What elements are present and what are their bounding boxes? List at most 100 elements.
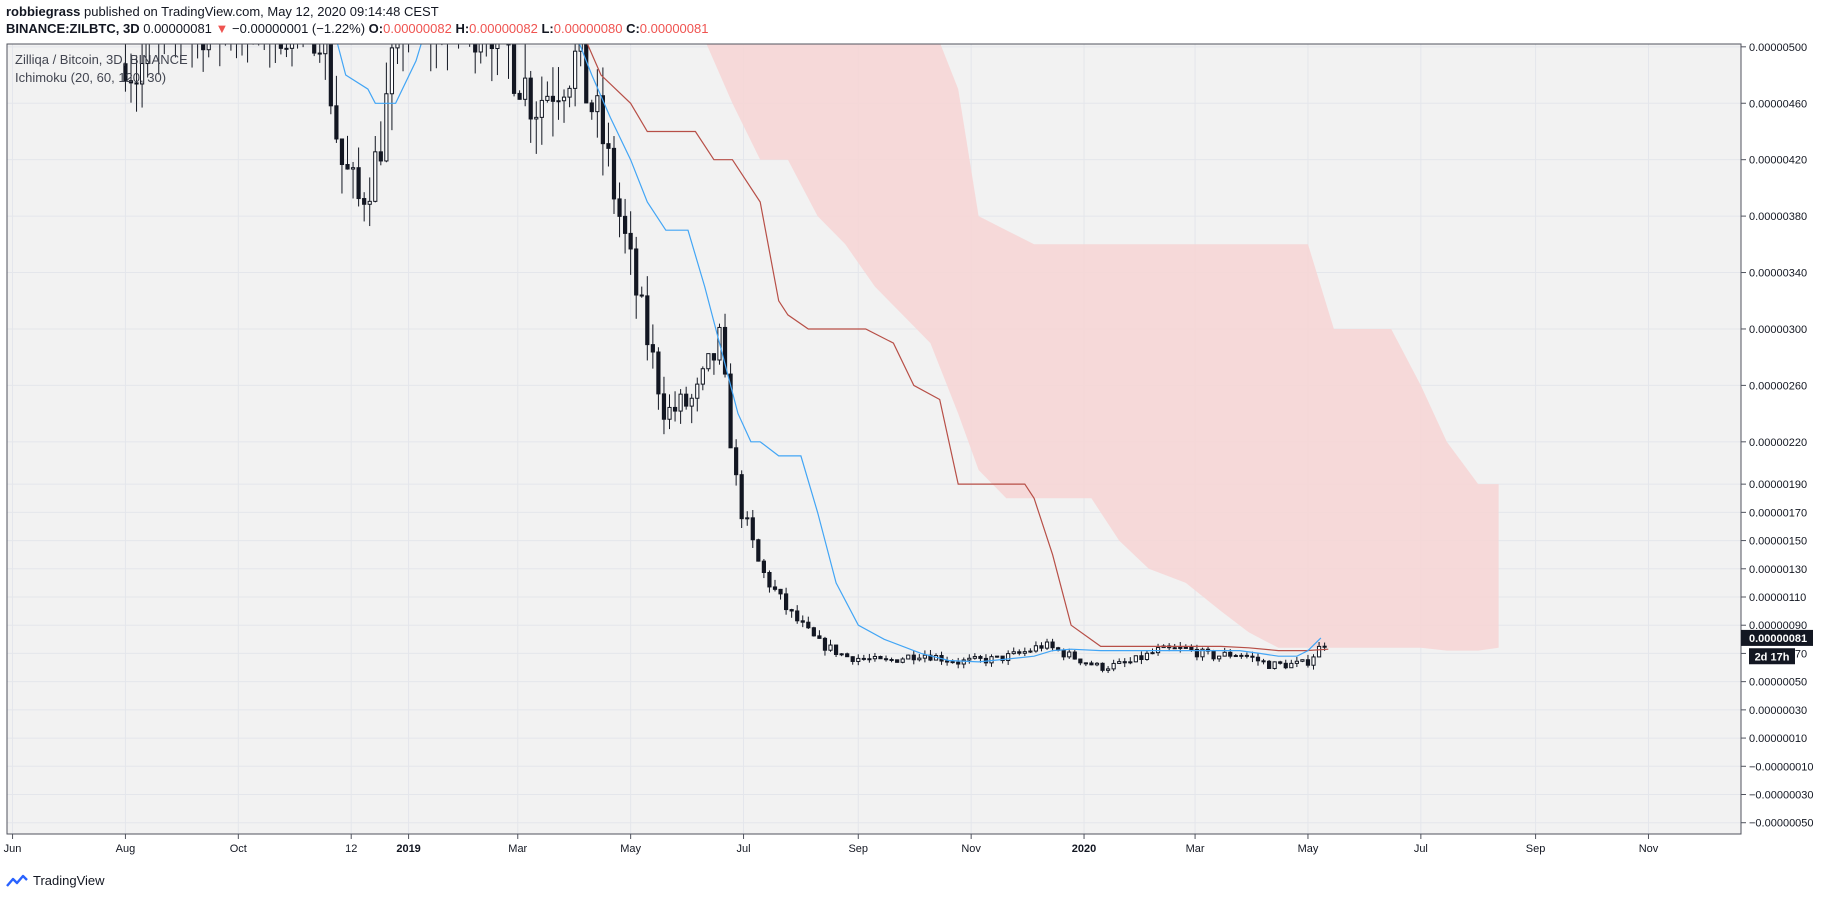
time-axis[interactable]: Jun Aug Oct 12 2019 Mar May Jul Sep Nov 2020 Mar May…	[4, 834, 1659, 855]
indicator-label[interactable]: Ichimoku (20, 60, 120, 30)	[15, 70, 167, 85]
candle	[430, 44, 432, 72]
candle-body	[468, 0, 471, 17]
candle-body	[446, 19, 449, 40]
candle	[263, 44, 265, 51]
candle-body	[722, 326, 728, 375]
candle-body	[900, 658, 905, 663]
candle-body	[185, 30, 188, 31]
candle-body	[157, 34, 160, 39]
pane-title[interactable]: Zilliqa / Bitcoin, 3D, BINANCE	[15, 52, 188, 67]
price-axis[interactable]: 0.00000500 0.00000460 0.00000420 0.00000380…	[1741, 42, 1814, 830]
candle	[534, 101, 539, 154]
tradingview-logo-icon	[6, 874, 28, 887]
candle-body	[1117, 661, 1122, 664]
candle-body	[1255, 656, 1261, 662]
y-tick-label: 0.00000300	[1749, 324, 1807, 336]
candle	[561, 89, 567, 123]
candle-body	[550, 95, 556, 102]
candle	[185, 24, 188, 43]
x-tick-label: Jun	[4, 843, 22, 855]
candle-body	[806, 621, 811, 629]
candle-body	[284, 47, 289, 50]
candle-body	[1178, 646, 1183, 649]
candle-body	[213, 0, 216, 18]
candle	[312, 44, 317, 57]
candle-body	[246, 0, 249, 37]
candle-body	[523, 77, 528, 100]
candle-body	[950, 661, 955, 664]
candle	[567, 85, 572, 108]
candle	[1222, 647, 1227, 657]
candle-body	[1006, 653, 1011, 662]
candle-body	[1067, 651, 1072, 658]
candle	[756, 538, 761, 562]
x-tick-label: May	[1298, 843, 1319, 855]
candle	[922, 650, 927, 663]
candle	[600, 67, 605, 176]
candle-body	[706, 353, 711, 370]
candle	[517, 90, 522, 100]
candle-body	[622, 215, 628, 234]
candle	[672, 391, 678, 422]
candle	[317, 44, 322, 63]
candle	[645, 276, 650, 361]
y-tick-label: 0.00000340	[1749, 268, 1807, 280]
candle-body	[689, 397, 694, 407]
publisher-name[interactable]: robbiegrass	[6, 4, 81, 19]
candle	[511, 44, 517, 97]
candle	[772, 579, 778, 592]
candle-body	[1272, 661, 1277, 669]
open-label: O:	[368, 21, 384, 36]
candle-body	[917, 657, 922, 661]
candle	[1067, 648, 1072, 659]
y-tick-label: 0.00000500	[1749, 42, 1807, 54]
candle	[734, 439, 739, 486]
candle-body	[639, 294, 644, 297]
candle	[872, 652, 878, 662]
candle	[201, 44, 206, 72]
x-tick-label: 12	[345, 843, 357, 855]
candle-body	[672, 406, 678, 412]
candle-body	[179, 22, 182, 30]
candle	[994, 655, 1000, 658]
candle-body	[424, 3, 427, 10]
candle-body	[201, 44, 206, 51]
x-tick-label: Jul	[1414, 843, 1428, 855]
last-price-tag-bg	[1741, 629, 1813, 646]
candle	[972, 653, 977, 660]
candle-body	[356, 167, 361, 200]
candle-body	[462, 17, 465, 22]
candle-body	[1200, 648, 1205, 658]
candle-body	[556, 100, 561, 103]
candle	[528, 70, 533, 143]
candle	[778, 588, 783, 600]
candle-body	[384, 93, 389, 162]
candle-body	[1105, 668, 1111, 671]
candle	[711, 353, 717, 375]
candle-body	[1217, 655, 1222, 660]
candle-body	[1061, 649, 1066, 658]
candle	[700, 366, 705, 391]
candle	[441, 44, 443, 46]
candle-body	[911, 654, 916, 661]
high-value: 0.00000082	[469, 21, 538, 36]
footer-brand[interactable]: TradingView	[6, 873, 105, 888]
candle	[944, 656, 950, 666]
candle-body	[1289, 662, 1294, 669]
candle	[1267, 659, 1272, 669]
candle-body	[362, 198, 367, 205]
candle-body	[756, 539, 761, 562]
candle	[123, 44, 128, 92]
candle	[850, 656, 855, 665]
candle-body	[240, 30, 243, 37]
candle-body	[323, 44, 328, 55]
candle	[811, 626, 816, 637]
y-tick-label: 0.00000460	[1749, 98, 1807, 110]
y-tick-label: 0.00000380	[1749, 211, 1807, 223]
candle-body	[235, 30, 238, 33]
candle-body	[401, 9, 404, 36]
y-tick-label: −0.00000030	[1749, 790, 1814, 802]
candle-body	[274, 0, 277, 31]
candle-body	[1189, 646, 1194, 650]
